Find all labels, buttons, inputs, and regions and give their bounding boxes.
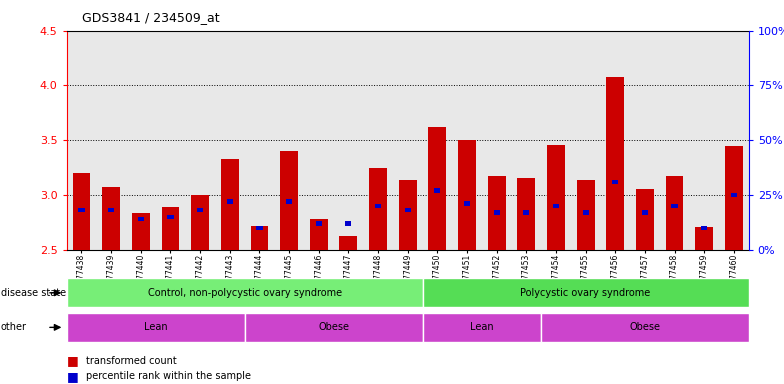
Bar — [423, 278, 749, 308]
Bar — [434, 188, 441, 193]
Bar — [73, 173, 90, 250]
Text: Lean: Lean — [470, 322, 494, 333]
Bar — [541, 313, 749, 342]
Bar — [423, 313, 541, 342]
Bar — [102, 187, 120, 250]
Bar — [316, 221, 321, 225]
Bar — [577, 180, 594, 250]
Bar — [310, 219, 328, 250]
Bar — [636, 189, 654, 250]
Bar — [399, 180, 416, 250]
Bar — [108, 208, 114, 212]
Text: transformed count: transformed count — [86, 356, 177, 366]
Bar — [191, 195, 209, 250]
Bar — [339, 237, 358, 250]
Bar — [606, 77, 624, 250]
Bar — [458, 140, 476, 250]
Bar — [167, 215, 173, 219]
Text: percentile rank within the sample: percentile rank within the sample — [86, 371, 251, 381]
Bar — [428, 127, 446, 250]
Text: ■: ■ — [67, 354, 78, 367]
Bar — [221, 159, 238, 250]
Bar — [345, 221, 351, 225]
Bar — [162, 207, 180, 250]
Bar — [256, 225, 263, 230]
Text: GDS3841 / 234509_at: GDS3841 / 234509_at — [82, 12, 220, 25]
Bar — [612, 180, 619, 184]
Bar — [517, 179, 535, 250]
Bar — [405, 208, 411, 212]
Bar — [553, 204, 559, 208]
Bar — [78, 208, 85, 212]
Text: disease state: disease state — [1, 288, 66, 298]
Bar — [375, 204, 381, 208]
Bar — [286, 199, 292, 204]
Bar — [369, 167, 387, 250]
Bar — [695, 227, 713, 250]
Text: Obese: Obese — [630, 322, 660, 333]
Bar — [67, 278, 423, 308]
Bar — [583, 210, 589, 215]
Bar — [138, 217, 144, 221]
Text: Polycystic ovary syndrome: Polycystic ovary syndrome — [521, 288, 651, 298]
Bar — [671, 204, 677, 208]
Bar — [67, 313, 245, 342]
Bar — [132, 214, 150, 250]
Bar — [251, 225, 268, 250]
Bar — [666, 176, 684, 250]
Bar — [642, 210, 648, 215]
Bar — [488, 176, 506, 250]
Bar — [464, 202, 470, 206]
Bar — [523, 210, 529, 215]
Text: Lean: Lean — [143, 322, 168, 333]
Text: Obese: Obese — [318, 322, 349, 333]
Text: Control, non-polycystic ovary syndrome: Control, non-polycystic ovary syndrome — [147, 288, 342, 298]
Bar — [701, 225, 707, 230]
Bar — [547, 144, 564, 250]
Bar — [245, 313, 423, 342]
Bar — [227, 199, 233, 204]
Bar — [280, 151, 298, 250]
Text: ■: ■ — [67, 370, 78, 383]
Bar — [197, 208, 203, 212]
Text: other: other — [1, 322, 27, 333]
Bar — [731, 193, 737, 197]
Bar — [725, 146, 742, 250]
Bar — [494, 210, 499, 215]
